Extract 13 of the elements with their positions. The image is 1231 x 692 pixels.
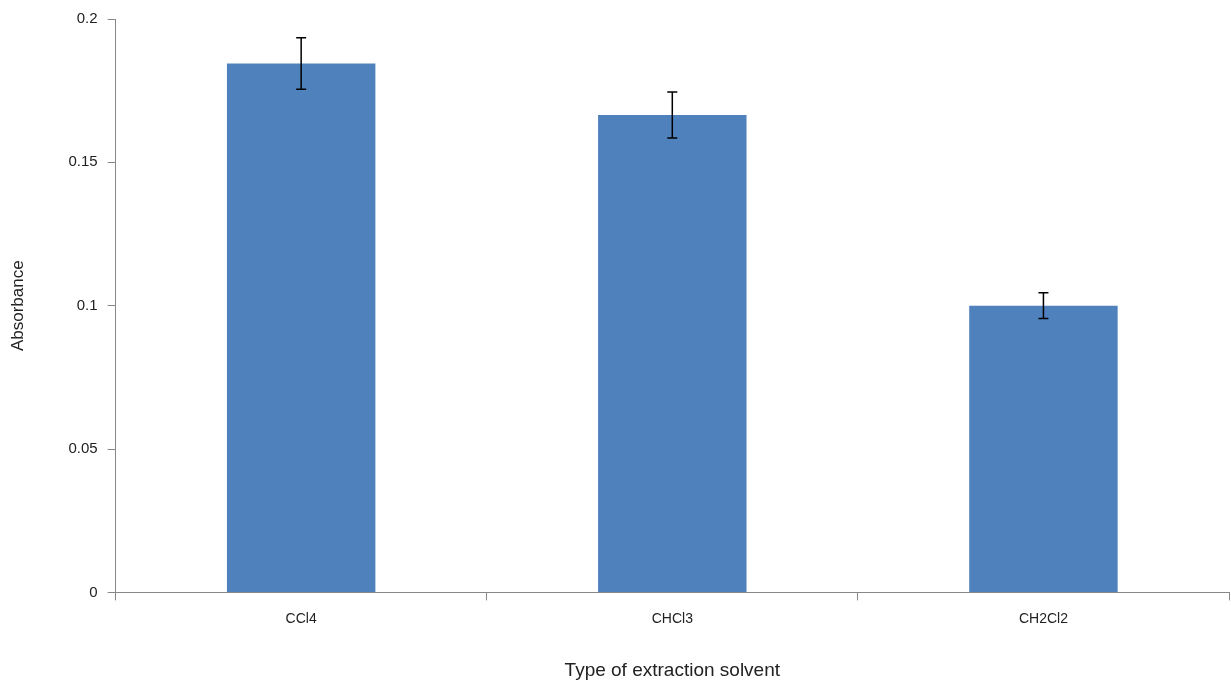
x-tick-label: CHCl3 (651, 609, 694, 626)
y-tick-label: 0.15 (68, 152, 98, 170)
x-tick-label: CCl4 (285, 609, 317, 626)
y-tick-label: 0.05 (68, 439, 98, 457)
bar (598, 115, 747, 592)
x-axis-title: Type of extraction solvent (564, 658, 781, 680)
y-tick-label: 0.1 (76, 295, 98, 313)
y-tick-label: 0 (89, 582, 98, 600)
bar (969, 305, 1118, 592)
y-axis-title: Absorbance (7, 260, 27, 352)
bar (226, 63, 376, 592)
y-tick-label: 0.2 (76, 9, 98, 27)
x-tick-label: CH2Cl2 (1018, 609, 1069, 626)
